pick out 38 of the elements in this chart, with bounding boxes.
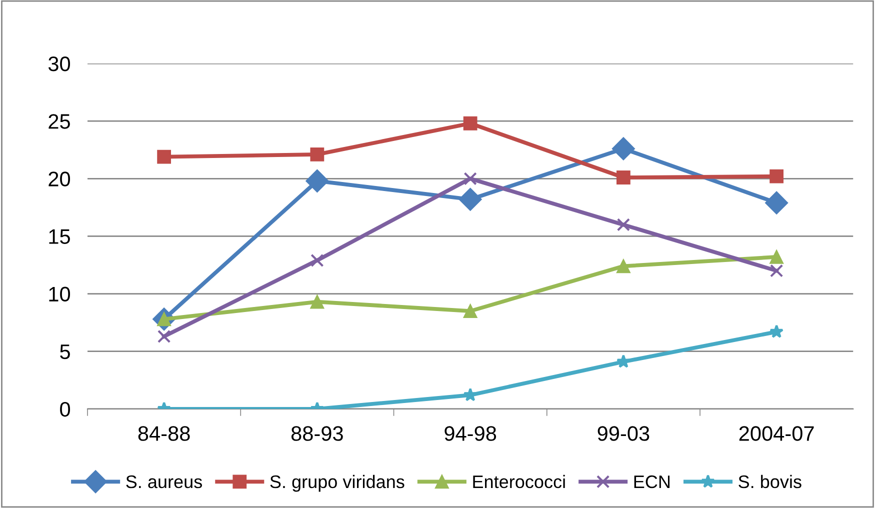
legend-label: S. grupo viridans (270, 474, 404, 492)
y-tick-label: 30 (48, 56, 70, 72)
point (765, 191, 788, 214)
x-tick-label: 2004-07 (739, 426, 814, 441)
point (616, 259, 630, 274)
point (463, 388, 478, 402)
x-tick-label: 84-88 (138, 426, 190, 441)
point (612, 137, 635, 160)
point (616, 218, 630, 232)
point (770, 169, 784, 184)
point (463, 116, 478, 130)
y-tick-label: 5 (60, 344, 70, 360)
point (616, 170, 630, 184)
point (458, 188, 482, 211)
point (770, 250, 784, 264)
y-tick-label: 15 (49, 229, 70, 244)
point (310, 254, 324, 267)
point (157, 330, 171, 343)
point (616, 354, 630, 368)
point (306, 169, 329, 192)
legend-label: S. aureus (126, 475, 202, 488)
x-tick-label: 99-03 (598, 426, 650, 441)
legend-label: S. bovis (738, 474, 802, 488)
point (310, 148, 324, 162)
point (157, 150, 172, 164)
legend-label: Enterococci (473, 474, 565, 488)
point (770, 264, 784, 278)
y-tick-label: 25 (48, 114, 70, 129)
x-tick-label: 94-98 (444, 426, 496, 441)
y-tick-label: 20 (48, 172, 70, 186)
point (770, 324, 784, 338)
point (463, 304, 478, 318)
legend-label: ECN (634, 475, 670, 488)
point (310, 294, 324, 309)
y-tick-label: 10 (49, 286, 70, 302)
y-tick-label: 0 (60, 402, 70, 417)
point (464, 172, 477, 186)
x-tick-label: 88-93 (291, 426, 343, 441)
